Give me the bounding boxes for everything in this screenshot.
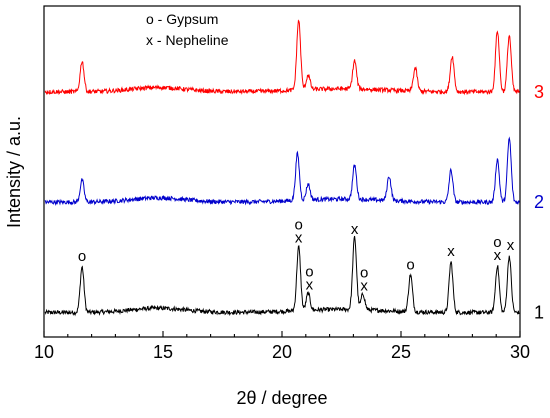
xrd-pattern-3 — [44, 19, 520, 96]
gypsum-peak-marker: o — [78, 248, 86, 265]
series-label-layer: 1 2 3 — [534, 82, 544, 323]
nepheline-peak-marker: x — [351, 221, 359, 238]
series-layer — [44, 19, 520, 317]
nepheline-peak-marker: x — [507, 237, 515, 254]
nepheline-peak-marker: x — [494, 247, 502, 264]
legend: o - Gypsum x - Nepheline — [146, 11, 229, 48]
xrd-pattern-2 — [44, 136, 520, 207]
x-tick-label-20: 20 — [272, 342, 292, 362]
series-label-2: 2 — [534, 192, 544, 212]
nepheline-peak-marker: x — [306, 276, 314, 293]
legend-entry-gypsum: o - Gypsum — [146, 11, 218, 27]
nepheline-peak-marker: x — [447, 243, 455, 260]
nepheline-peak-marker: x — [295, 230, 303, 247]
x-tick-label-30: 30 — [510, 342, 530, 362]
xrd-pattern-1 — [44, 235, 520, 317]
tick-layer — [43, 331, 521, 337]
gypsum-peak-marker: o — [360, 265, 368, 282]
x-tick-label-10: 10 — [34, 342, 54, 362]
nepheline-peak-marker: x — [360, 278, 368, 295]
gypsum-peak-marker: o — [305, 263, 313, 280]
x-tick-label-25: 25 — [391, 342, 411, 362]
y-axis-title: Intensity / a.u. — [4, 116, 24, 228]
x-axis-title: 2θ / degree — [236, 388, 327, 408]
series-label-3: 3 — [534, 82, 544, 102]
legend-entry-nepheline: x - Nepheline — [146, 32, 229, 48]
x-tick-label-15: 15 — [153, 342, 173, 362]
series-label-1: 1 — [534, 302, 544, 322]
gypsum-peak-marker: o — [493, 234, 501, 251]
gypsum-peak-marker: o — [406, 257, 414, 274]
gypsum-peak-marker: o — [294, 217, 302, 234]
